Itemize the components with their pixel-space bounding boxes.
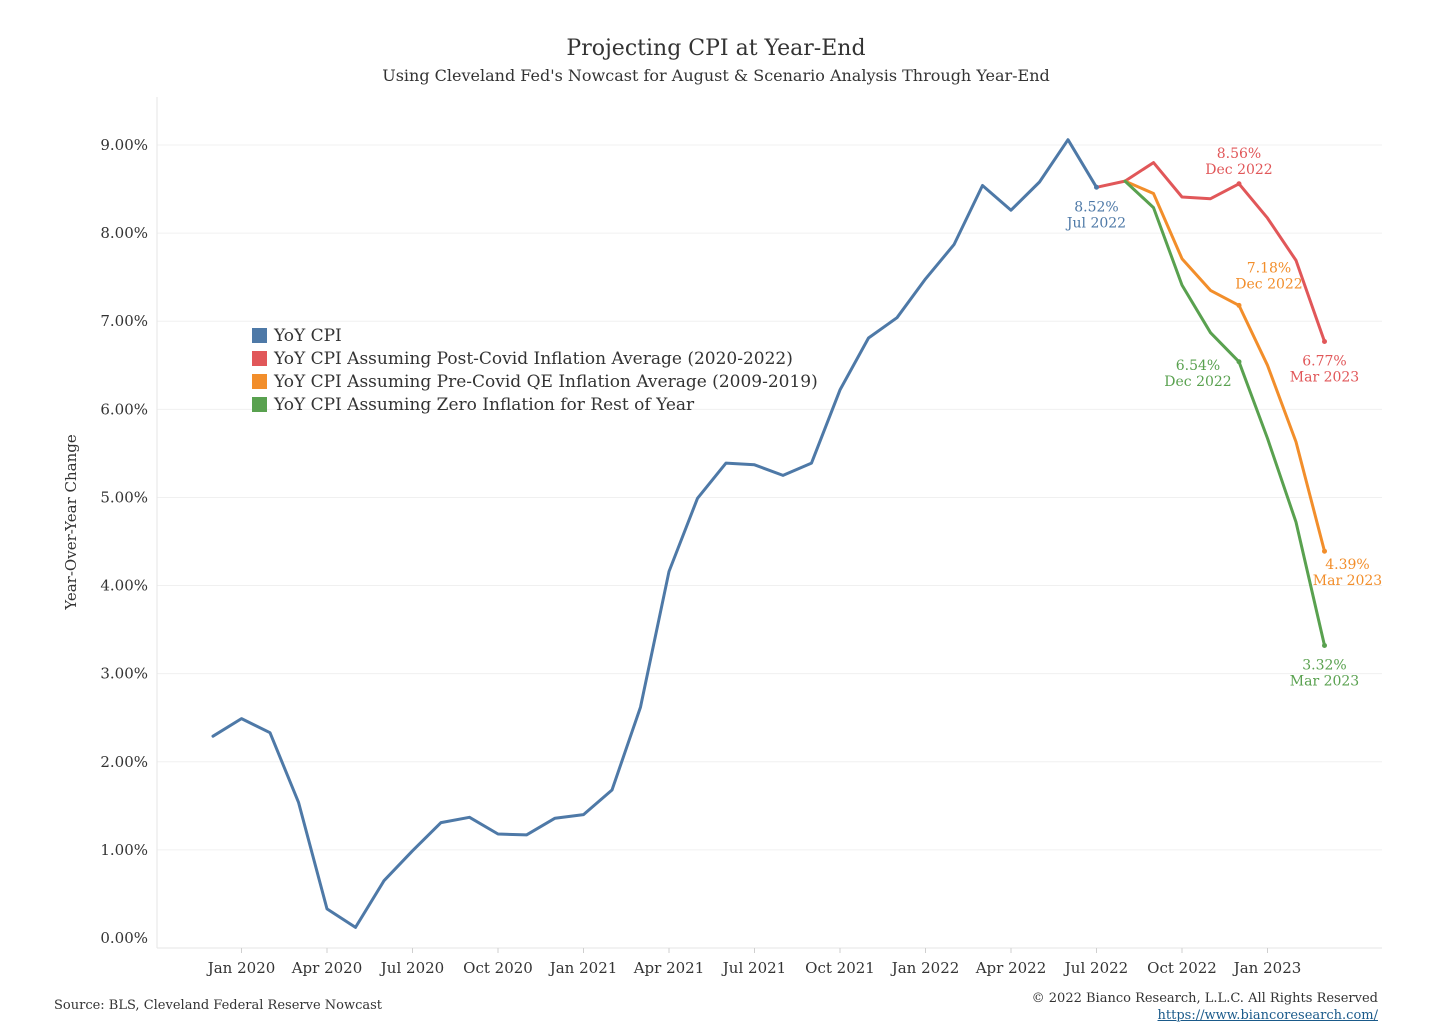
x-tick-label: Oct 2022 — [1147, 959, 1217, 977]
x-tick-label: Jul 2022 — [1063, 959, 1128, 977]
y-axis-label: Year-Over-Year Change — [62, 434, 80, 611]
legend-label: YoY CPI Assuming Zero Inflation for Rest… — [274, 394, 695, 415]
annotation-value-label: 8.56% — [1217, 146, 1261, 162]
legend-label: YoY CPI Assuming Post-Covid Inflation Av… — [274, 348, 793, 369]
x-tick-label: Jan 2023 — [1232, 959, 1302, 977]
series-line-0 — [211, 138, 1098, 929]
legend-item-zero-inflation[interactable]: YoY CPI Assuming Zero Inflation for Rest… — [252, 393, 818, 416]
annotation-value-label: 7.18% — [1247, 260, 1291, 276]
annotation-marker — [1322, 338, 1327, 344]
y-tick-label: 6.00% — [100, 400, 148, 418]
legend-label: YoY CPI — [274, 325, 342, 346]
x-tick-label: Apr 2022 — [975, 959, 1047, 977]
legend-label: YoY CPI Assuming Pre-Covid QE Inflation … — [274, 371, 818, 392]
annotation-marker — [1236, 181, 1242, 187]
annotation-value-label: 3.32% — [1302, 657, 1346, 673]
legend-swatch — [252, 328, 267, 343]
x-tick-label: Apr 2020 — [291, 959, 363, 977]
annotation-marker — [1322, 642, 1327, 648]
legend-swatch — [252, 374, 267, 389]
source-note: Source: BLS, Cleveland Federal Reserve N… — [54, 998, 383, 1013]
y-tick-label: 9.00% — [100, 136, 148, 154]
annotation-marker — [1236, 302, 1242, 308]
legend-item-yoy-cpi[interactable]: YoY CPI — [252, 324, 818, 347]
legend-item-pre-covid[interactable]: YoY CPI Assuming Pre-Covid QE Inflation … — [252, 370, 818, 393]
y-tick-label: 2.00% — [100, 753, 148, 771]
y-tick-label: 7.00% — [100, 312, 148, 330]
legend-swatch — [252, 351, 267, 366]
axis-layer: 0.00% 1.00% 2.00% 3.00% 4.00% 5.00% 6.00% 7.00%… — [100, 97, 1382, 977]
chart-subtitle: Using Cleveland Fed's Nowcast for August… — [382, 66, 1050, 85]
x-tick-label: Jan 2022 — [890, 959, 960, 977]
annotation-value-label: 6.54% — [1176, 358, 1220, 374]
annotation-date-label: Dec 2022 — [1164, 374, 1231, 390]
x-tick-label: Oct 2020 — [463, 959, 533, 977]
y-tick-label: 3.00% — [100, 665, 148, 683]
chart-title: Projecting CPI at Year-End — [566, 36, 866, 61]
series-line-2 — [1123, 179, 1326, 553]
y-tick-label: 0.00% — [100, 929, 148, 947]
annotation-date-label: Mar 2023 — [1313, 573, 1382, 589]
y-tick-label: 1.00% — [100, 841, 148, 859]
y-tick-label: 8.00% — [100, 224, 148, 242]
x-tick-label: Jan 2021 — [548, 959, 618, 977]
legend: YoY CPI YoY CPI Assuming Post-Covid Infl… — [252, 324, 818, 416]
annotation-value-label: 6.77% — [1302, 353, 1346, 369]
annotation-marker — [1322, 548, 1327, 554]
series-line-1 — [1095, 161, 1326, 343]
annotation-date-label: Mar 2023 — [1290, 369, 1359, 385]
y-tick-label: 5.00% — [100, 488, 148, 506]
annotation-value-label: 4.39% — [1325, 557, 1369, 573]
y-tick-label: 4.00% — [100, 577, 148, 595]
x-tick-label: Apr 2021 — [633, 959, 705, 977]
annotation-marker — [1236, 359, 1242, 365]
series-line-3 — [1123, 179, 1326, 647]
legend-item-post-covid[interactable]: YoY CPI Assuming Post-Covid Inflation Av… — [252, 347, 818, 370]
annotation-date-label: Dec 2022 — [1235, 276, 1302, 292]
x-tick-label: Jul 2020 — [379, 959, 444, 977]
series-layer — [211, 138, 1326, 929]
x-tick-label: Oct 2021 — [805, 959, 875, 977]
annotation-date-label: Dec 2022 — [1205, 162, 1272, 178]
footer-credits: © 2022 Bianco Research, L.L.C. All Right… — [1032, 990, 1378, 1024]
annotation-value-label: 8.52% — [1074, 199, 1118, 215]
x-tick-label: Jul 2021 — [721, 959, 786, 977]
x-tick-label: Jan 2020 — [206, 959, 276, 977]
copyright-text: © 2022 Bianco Research, L.L.C. All Right… — [1031, 991, 1378, 1006]
annotation-date-label: Mar 2023 — [1290, 673, 1359, 689]
annotation-date-label: Jul 2022 — [1065, 215, 1126, 231]
annotation-marker — [1094, 184, 1099, 190]
website-link[interactable]: https://www.biancoresearch.com/ — [1157, 1008, 1378, 1023]
grid-layer — [157, 144, 1382, 851]
legend-swatch — [252, 397, 267, 412]
